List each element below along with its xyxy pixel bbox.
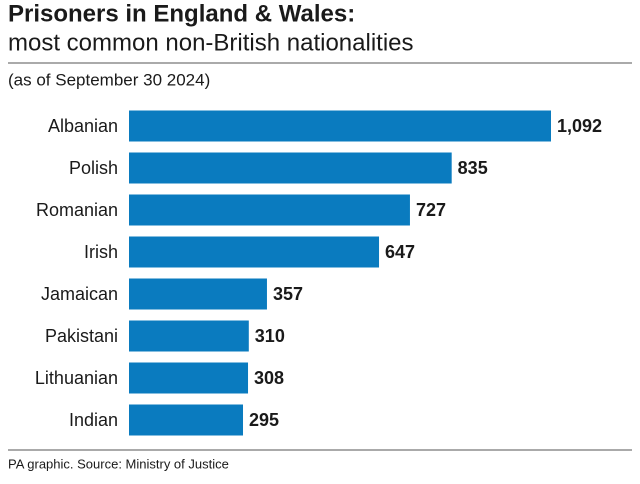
bar: [129, 362, 249, 394]
bar: [129, 152, 452, 184]
value-label: 310: [255, 326, 285, 346]
category-label: Romanian: [36, 200, 118, 220]
chart-subtitle: most common non-British nationalities: [8, 29, 414, 56]
chart-title: Prisoners in England & Wales:: [8, 0, 355, 27]
category-label: Jamaican: [41, 284, 118, 304]
bar: [129, 278, 267, 310]
category-label: Lithuanian: [35, 368, 118, 388]
chart-note: (as of September 30 2024): [8, 70, 210, 89]
chart-source: PA graphic. Source: Ministry of Justice: [8, 456, 229, 471]
category-label: Albanian: [48, 116, 118, 136]
category-label: Polish: [69, 158, 118, 178]
value-label: 727: [416, 200, 446, 220]
bar: [129, 194, 410, 226]
value-label: 835: [458, 158, 488, 178]
value-label: 295: [249, 410, 279, 430]
bar: [129, 110, 551, 142]
category-label: Indian: [69, 410, 118, 430]
category-label: Pakistani: [45, 326, 118, 346]
value-label: 647: [385, 242, 415, 262]
category-label: Irish: [84, 242, 118, 262]
bar: [129, 236, 380, 268]
value-label: 357: [273, 284, 303, 304]
bar: [129, 320, 249, 352]
value-label: 1,092: [557, 116, 602, 136]
bar: [129, 404, 244, 436]
value-label: 308: [254, 368, 284, 388]
